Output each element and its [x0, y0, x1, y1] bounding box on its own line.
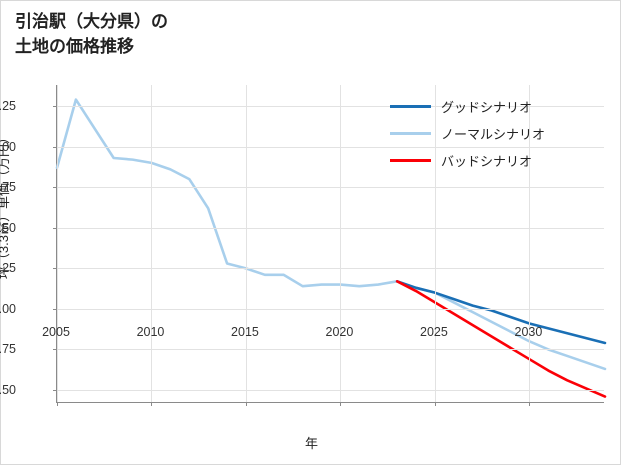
- legend-swatch-good: [390, 104, 431, 109]
- y-tick-label: 1.75: [0, 342, 16, 357]
- legend-swatch-normal: [390, 131, 431, 136]
- gridline-vertical: [151, 85, 153, 402]
- y-tickmark: [53, 390, 57, 392]
- gridline-vertical: [245, 85, 247, 402]
- x-tickmark: [529, 402, 531, 406]
- x-tick-label: 2005: [42, 325, 70, 339]
- y-tickmark: [53, 106, 57, 108]
- gridline-horizontal: [57, 106, 604, 108]
- gridline-horizontal: [57, 308, 604, 310]
- x-tick-label: 2030: [514, 325, 543, 339]
- x-tick-label: 2025: [420, 325, 448, 339]
- gridline-horizontal: [57, 390, 604, 392]
- chart-legend: グッドシナリオ ノーマルシナリオ バッドシナリオ: [384, 89, 598, 178]
- y-tick-label: 3.00: [0, 139, 16, 154]
- y-tick-label: 3.25: [0, 99, 16, 114]
- plot-area: [53, 85, 607, 406]
- y-tick-label: 2.50: [0, 220, 16, 235]
- x-tick-label: 2010: [136, 325, 165, 339]
- gridline-vertical: [340, 85, 342, 402]
- legend-swatch-bad: [390, 158, 431, 163]
- x-tick-label: 2015: [231, 325, 259, 339]
- x-tickmark: [434, 402, 436, 406]
- y-tickmark: [53, 146, 57, 148]
- legend-label-good: グッドシナリオ: [441, 100, 533, 115]
- x-tickmark: [151, 402, 153, 406]
- legend-item: バッドシナリオ: [390, 147, 592, 174]
- y-tickmark: [53, 187, 57, 189]
- series-line: [395, 280, 607, 398]
- legend-item: ノーマルシナリオ: [390, 120, 592, 147]
- y-tickmark: [53, 308, 57, 310]
- gridline-horizontal: [57, 268, 604, 270]
- gridline-horizontal: [57, 227, 604, 229]
- y-tickmark: [53, 227, 57, 229]
- x-tickmark: [245, 402, 247, 406]
- chart-lines: [55, 98, 607, 398]
- gridline-horizontal: [57, 146, 604, 148]
- legend-label-bad: バッドシナリオ: [441, 154, 533, 169]
- x-tick-label: 2020: [325, 325, 354, 339]
- x-axis-label: 年: [304, 436, 318, 451]
- gridline-vertical: [434, 85, 436, 402]
- y-tick-label: 2.00: [0, 301, 16, 316]
- y-tickmark: [53, 268, 57, 270]
- legend-item: グッドシナリオ: [390, 93, 592, 120]
- gridline-vertical: [57, 85, 58, 402]
- page-title: 引治駅（大分県）の 土地の価格推移: [15, 12, 168, 56]
- y-tickmark: [53, 349, 57, 351]
- gridline-horizontal: [57, 349, 604, 351]
- y-tick-label: 2.75: [0, 180, 16, 195]
- gridline-horizontal: [57, 187, 604, 189]
- y-tick-label: 2.25: [0, 261, 16, 276]
- x-tickmark: [57, 402, 58, 406]
- gridline-vertical: [529, 85, 531, 402]
- series-line: [395, 280, 607, 345]
- series-line: [55, 98, 607, 371]
- x-tickmark: [340, 402, 342, 406]
- legend-label-normal: ノーマルシナリオ: [441, 127, 546, 142]
- y-tick-label: 1.50: [0, 383, 16, 398]
